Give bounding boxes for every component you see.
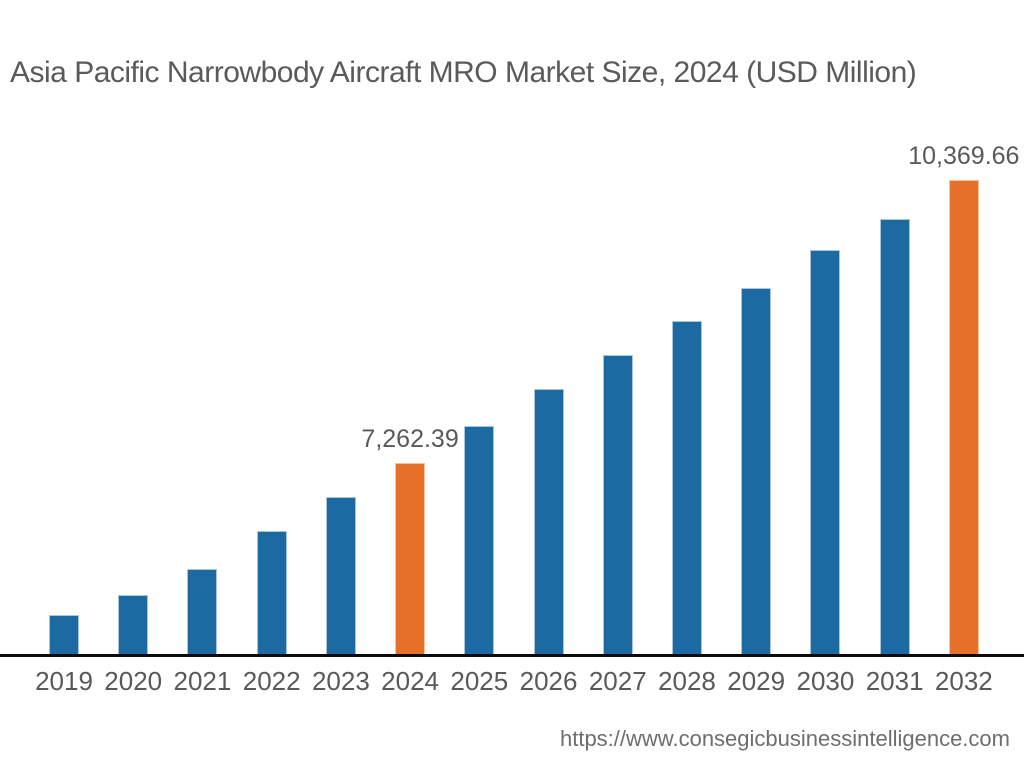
bar-slot-2023 bbox=[325, 100, 356, 655]
x-tick-slot-2028: 2028 bbox=[658, 666, 716, 697]
bar-2019 bbox=[49, 615, 79, 655]
bar-slot-2026 bbox=[533, 100, 564, 655]
bar-2020 bbox=[118, 595, 149, 655]
x-tick-label-2023: 2023 bbox=[311, 666, 370, 696]
bar-2031 bbox=[879, 219, 910, 655]
x-tick-label-2019: 2019 bbox=[35, 666, 93, 696]
x-tick-label-2020: 2020 bbox=[104, 666, 163, 696]
source-url: https://www.consegicbusinessintelligence… bbox=[559, 726, 1010, 751]
x-tick-slot-2027: 2027 bbox=[589, 666, 647, 697]
bar-value-label-2024: 7,262.39 bbox=[361, 425, 459, 453]
bar-2025 bbox=[464, 426, 495, 655]
x-tick-label-2021: 2021 bbox=[173, 666, 232, 696]
x-tick-slot-2023: 2023 bbox=[312, 666, 370, 697]
x-tick-label-2031: 2031 bbox=[865, 666, 924, 696]
bar-slot-2027 bbox=[602, 100, 633, 655]
bar-slot-2022 bbox=[256, 100, 287, 655]
bar-2028 bbox=[671, 321, 702, 655]
x-tick-slot-2030: 2030 bbox=[796, 666, 854, 697]
x-tick-label-2027: 2027 bbox=[588, 666, 647, 696]
bar-slot-2030 bbox=[810, 100, 841, 655]
bar-2022 bbox=[256, 531, 287, 655]
x-tick-slot-2031: 2031 bbox=[866, 666, 924, 697]
x-tick-label-2025: 2025 bbox=[450, 666, 509, 696]
x-tick-slot-2022: 2022 bbox=[243, 666, 301, 697]
bar-slot-2029 bbox=[741, 100, 772, 655]
bar-2021 bbox=[187, 569, 218, 655]
x-tick-label-2029: 2029 bbox=[727, 666, 786, 696]
bar-slot-2024: 7,262.39 bbox=[361, 100, 459, 655]
bar-highlight-2032 bbox=[948, 180, 979, 655]
x-tick-slot-2021: 2021 bbox=[174, 666, 232, 697]
x-axis-line bbox=[0, 654, 1024, 657]
x-axis-labels: 2019 2020 2021 2022 2023 2024 2025 2026 2027 2028… bbox=[35, 666, 993, 697]
bar-2023 bbox=[325, 497, 356, 655]
bar-slot-2032: 10,369.66 bbox=[908, 100, 1019, 655]
x-tick-slot-2020: 2020 bbox=[104, 666, 162, 697]
x-tick-slot-2032: 2032 bbox=[935, 666, 993, 697]
x-tick-slot-2019: 2019 bbox=[35, 666, 93, 697]
x-tick-label-2022: 2022 bbox=[242, 666, 301, 696]
bar-slot-2028 bbox=[671, 100, 702, 655]
x-tick-label-2024: 2024 bbox=[381, 666, 440, 696]
bar-2029 bbox=[741, 288, 772, 655]
bar-2030 bbox=[810, 250, 841, 655]
x-tick-slot-2029: 2029 bbox=[727, 666, 785, 697]
x-tick-label-2026: 2026 bbox=[519, 666, 578, 696]
bar-2026 bbox=[533, 389, 564, 655]
bar-slot-2031 bbox=[879, 100, 910, 655]
x-tick-slot-2024: 2024 bbox=[381, 666, 439, 697]
bar-highlight-2024 bbox=[395, 463, 426, 655]
bar-value-label-2032: 10,369.66 bbox=[908, 142, 1020, 170]
x-tick-label-2032: 2032 bbox=[934, 666, 993, 696]
plot-area: 7,262.39 10,369.66 bbox=[49, 100, 1019, 655]
bar-slot-2019 bbox=[49, 100, 79, 655]
x-tick-slot-2026: 2026 bbox=[520, 666, 578, 697]
x-tick-label-2028: 2028 bbox=[658, 666, 716, 696]
bar-slot-2021 bbox=[187, 100, 218, 655]
x-tick-label-2030: 2030 bbox=[796, 666, 855, 696]
bar-slot-2025 bbox=[464, 100, 495, 655]
x-tick-slot-2025: 2025 bbox=[450, 666, 508, 697]
chart-title: Asia Pacific Narrowbody Aircraft MRO Mar… bbox=[10, 56, 917, 89]
bar-2027 bbox=[602, 355, 633, 655]
bar-slot-2020 bbox=[118, 100, 149, 655]
